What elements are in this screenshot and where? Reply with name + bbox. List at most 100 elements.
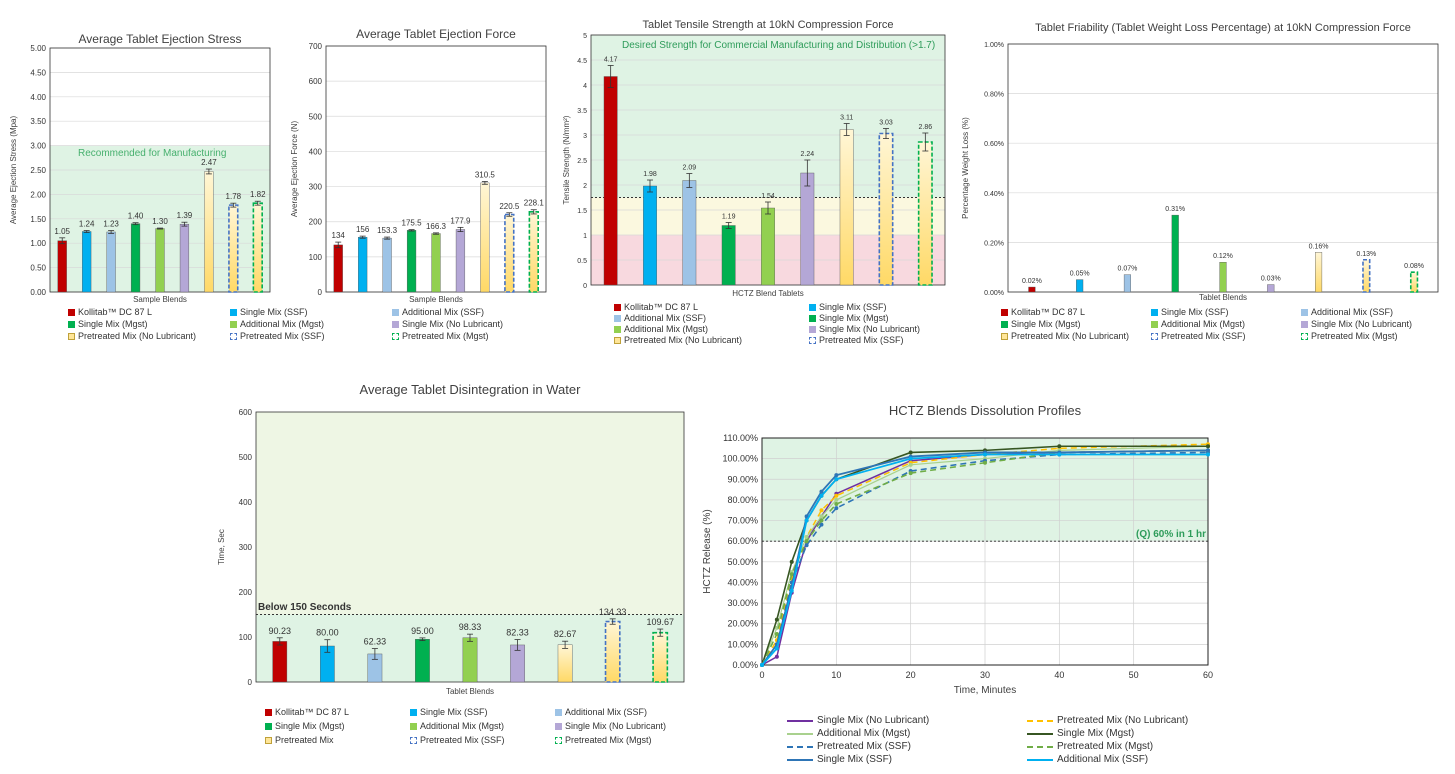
legend-swatch	[392, 332, 399, 340]
y-tick-label: 4.00	[30, 93, 46, 102]
legend-item: Pretreated Mix (Mgst)	[555, 735, 652, 745]
y-tick-label: 60.00%	[727, 536, 758, 546]
legend-swatch	[230, 332, 237, 340]
legend-label: Additional Mix (SSF)	[565, 707, 648, 717]
data-point	[804, 518, 809, 523]
plot-area	[1008, 44, 1438, 292]
x-axis-label: Tablet Blends	[1199, 293, 1247, 302]
data-label: 0.08%	[1404, 263, 1424, 270]
data-point	[908, 462, 913, 467]
data-label: 80.00	[316, 628, 339, 638]
data-label: 1.98	[643, 171, 657, 178]
y-axis-label: Tensile Strength (N/mm²)	[562, 115, 571, 204]
data-label: 3.03	[879, 120, 893, 127]
legend-label: Single Mix (Mgst)	[78, 319, 148, 329]
legend-swatch	[1301, 332, 1308, 340]
y-tick-label: 3.00	[30, 142, 46, 151]
legend-swatch	[614, 336, 621, 344]
y-tick-label: 70.00%	[727, 516, 758, 526]
bar-ejection_stress-7	[228, 204, 239, 293]
series-line-5	[761, 449, 1209, 666]
legend-item: Pretreated Mix (No Lubricant)	[1001, 331, 1129, 341]
y-tick-label: 4	[583, 83, 587, 90]
legend-item: Single Mix (Mgst)	[265, 721, 345, 731]
legend-item: Single Mix (SSF)	[809, 302, 887, 312]
y-tick-label: 2	[583, 183, 587, 190]
bar-tensile_strength-4	[761, 207, 775, 286]
legend-item: Pretreated Mix (Mgst)	[392, 331, 489, 341]
legend-item: Single Mix (Mgst)	[1027, 728, 1134, 739]
legend-swatch	[809, 325, 816, 333]
data-label: 1.24	[79, 220, 95, 229]
legend-item: Single Mix (No Lubricant)	[555, 721, 666, 731]
y-tick-label: 0.00%	[732, 660, 758, 670]
legend-swatch	[809, 336, 816, 344]
legend-item: Additional Mix (SSF)	[392, 307, 484, 317]
y-axis-label: Percentage Weight Loss (%)	[961, 117, 970, 219]
data-label: 1.82	[250, 190, 266, 199]
y-tick-label: 100.00%	[722, 454, 758, 464]
legend-item: Pretreated Mix (SSF)	[787, 741, 911, 752]
legend-item: Pretreated Mix (No Lubricant)	[1027, 715, 1188, 726]
legend-swatch	[614, 314, 621, 322]
data-label: 0.07%	[1118, 266, 1138, 273]
legend-label: Additional Mix (Mgst)	[420, 721, 505, 731]
legend-item: Pretreated Mix (SSF)	[410, 735, 505, 745]
y-tick-label: 200	[239, 588, 253, 597]
data-point	[1057, 444, 1062, 449]
y-tick-label: 3	[583, 133, 587, 140]
legend-label: Pretreated Mix (No Lubricant)	[78, 331, 197, 341]
y-tick-label: 110.00%	[723, 433, 758, 443]
legend-label: Single Mix (No Lubricant)	[819, 324, 921, 334]
legend-line-swatch	[787, 745, 813, 748]
legend-item: Kollitab™ DC 87 L	[614, 302, 698, 312]
data-point	[983, 460, 987, 465]
x-tick-label: 20	[906, 670, 916, 680]
chart-annotation: (Q) 60% in 1 hr	[1136, 529, 1206, 540]
data-label: 1.19	[722, 214, 736, 221]
legend-swatch	[555, 722, 562, 730]
legend-item: Pretreated Mix (SSF)	[230, 331, 325, 341]
legend-swatch	[265, 722, 272, 730]
bar-friability-3	[1171, 214, 1179, 293]
data-point	[774, 617, 779, 622]
y-tick-label: 700	[309, 42, 323, 51]
legend-swatch	[392, 308, 399, 316]
data-point	[774, 654, 779, 659]
x-tick-label: 0	[759, 670, 764, 680]
x-axis-label: Time, Minutes	[954, 685, 1016, 696]
data-label: 62.33	[364, 637, 387, 647]
data-label: 310.5	[475, 170, 496, 179]
data-point	[774, 646, 779, 651]
series-line-1	[761, 443, 1209, 666]
legend-label: Pretreated Mix (SSF)	[240, 331, 325, 341]
legend-item: Single Mix (SSF)	[1151, 307, 1229, 317]
data-label: 2.09	[683, 165, 697, 172]
legend-label: Additional Mix (Mgst)	[817, 728, 911, 739]
y-tick-label: 0.00	[30, 288, 46, 297]
legend-label: Single Mix (SSF)	[240, 307, 308, 317]
bar-ejection_force-8	[528, 211, 539, 293]
legend-label: Pretreated Mix (No Lubricant)	[624, 335, 743, 345]
data-point	[983, 452, 987, 457]
chart-title: Average Tablet Ejection Force	[356, 27, 516, 41]
x-axis-label: Tablet Blends	[446, 687, 494, 696]
bar-disintegration-7	[604, 620, 621, 683]
legend-item: Single Mix (Mgst)	[1001, 319, 1081, 329]
y-tick-label: 5	[583, 33, 587, 40]
y-tick-label: 100	[309, 253, 323, 262]
legend-label: Pretreated Mix (No Lubricant)	[1057, 715, 1189, 726]
bar-ejection_force-3	[406, 230, 417, 293]
legend-label: Pretreated Mix	[275, 735, 334, 745]
series-line-7	[761, 453, 1208, 666]
data-label: 3.11	[840, 115, 853, 122]
dissolution-legend: Single Mix (No Lubricant) Pretreated Mix …	[787, 715, 1217, 771]
legend-swatch	[809, 303, 816, 311]
data-point	[804, 543, 809, 548]
x-tick-label: 10	[831, 670, 841, 680]
bar-friability-8	[1409, 271, 1419, 293]
legend-swatch	[555, 736, 562, 744]
y-tick-label: 1.00	[30, 239, 46, 248]
legend-item: Single Mix (No Lubricant)	[787, 715, 929, 726]
y-tick-label: 20.00%	[727, 619, 758, 629]
